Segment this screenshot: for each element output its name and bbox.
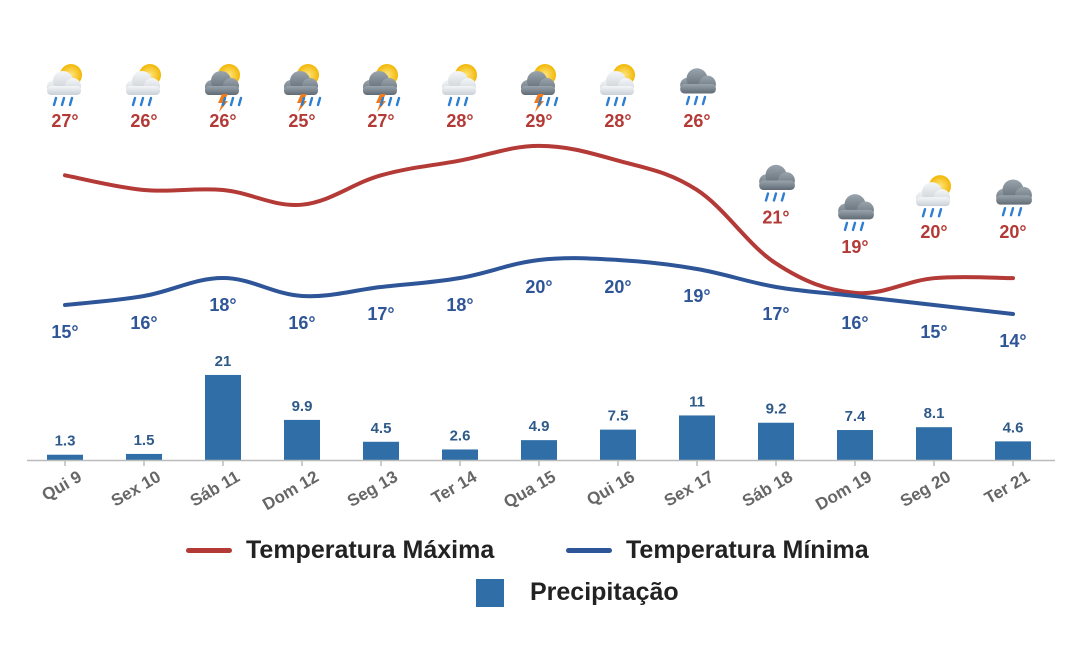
max-temp-label: 19° bbox=[841, 237, 868, 257]
x-tick-label: Sáb 11 bbox=[187, 467, 243, 510]
precipitation-label: 7.4 bbox=[845, 408, 867, 425]
precipitation-bar bbox=[837, 430, 873, 460]
x-tick-label: Seg 20 bbox=[897, 467, 954, 511]
min-temp-label: 16° bbox=[130, 313, 157, 333]
max-temp-label: 28° bbox=[604, 111, 631, 131]
max-temp-label: 29° bbox=[525, 111, 552, 131]
partly-cloudy-rain-icon bbox=[47, 64, 82, 107]
x-tick-label: Qui 16 bbox=[583, 467, 638, 509]
max-temp-label: 27° bbox=[51, 111, 78, 131]
max-temp-label: 28° bbox=[446, 111, 473, 131]
precipitation-bar bbox=[679, 415, 715, 460]
legend-label-min: Temperatura Mínima bbox=[626, 536, 869, 564]
min-temp-label: 20° bbox=[525, 277, 552, 297]
precipitation-bar bbox=[916, 427, 952, 460]
precipitation-bar bbox=[600, 429, 636, 460]
rain-cloud-icon bbox=[680, 68, 716, 106]
partly-cloudy-rain-icon bbox=[442, 64, 477, 107]
min-temp-line bbox=[63, 256, 1015, 316]
max-temp-label: 25° bbox=[288, 111, 315, 131]
legend-item-precip: Precipitação bbox=[476, 578, 679, 607]
precipitation-label: 8.1 bbox=[924, 405, 945, 422]
min-temp-label: 18° bbox=[446, 295, 473, 315]
thunderstorm-icon bbox=[284, 64, 322, 112]
x-tick-label: Ter 14 bbox=[428, 467, 480, 508]
precipitation-bar bbox=[284, 419, 320, 460]
max-temp-line bbox=[63, 143, 1015, 296]
precipitation-label: 4.9 bbox=[529, 418, 550, 435]
precipitation-label: 21 bbox=[215, 353, 232, 370]
x-tick-label: Qua 15 bbox=[500, 467, 559, 512]
min-temp-label: 19° bbox=[683, 286, 710, 306]
partly-cloudy-rain-icon bbox=[126, 64, 161, 107]
x-tick-label: Sex 17 bbox=[661, 467, 717, 510]
x-tick-label: Sáb 18 bbox=[739, 467, 796, 511]
precipitation-bar bbox=[442, 449, 478, 460]
x-tick-label: Dom 12 bbox=[259, 467, 322, 514]
x-tick-label: Ter 21 bbox=[981, 467, 1033, 508]
min-temp-label: 16° bbox=[288, 313, 315, 333]
precipitation-label: 2.6 bbox=[450, 427, 471, 444]
precipitation-bars: 1.3 1.5 21 9.9 4.5 2.6 4.9 7.5 11 9.2 7.4 8.1 4.6 bbox=[47, 353, 1031, 460]
temperature-lines bbox=[63, 143, 1015, 316]
legend-swatch-min bbox=[566, 548, 612, 553]
max-temp-label: 20° bbox=[999, 222, 1026, 242]
max-temp-label: 26° bbox=[683, 111, 710, 131]
precipitation-bar bbox=[758, 422, 794, 460]
partly-cloudy-rain-icon bbox=[600, 64, 635, 107]
legend-item-min: Temperatura Mínima bbox=[566, 536, 869, 565]
precipitation-bar bbox=[363, 441, 399, 460]
precipitation-bar bbox=[47, 454, 83, 460]
max-temp-label: 27° bbox=[367, 111, 394, 131]
min-temp-label: 15° bbox=[920, 322, 947, 342]
legend-swatch-max bbox=[186, 548, 232, 553]
min-temp-label: 17° bbox=[367, 304, 394, 324]
thunderstorm-icon bbox=[205, 64, 243, 112]
precipitation-label: 4.5 bbox=[371, 420, 392, 437]
precipitation-label: 7.5 bbox=[608, 408, 629, 425]
min-temp-label: 16° bbox=[841, 313, 868, 333]
chart-legend: Temperatura Máxima Temperatura Mínima Pr… bbox=[0, 528, 1079, 628]
precipitation-bar bbox=[205, 374, 241, 460]
precipitation-label: 9.9 bbox=[292, 398, 313, 415]
precipitation-bar bbox=[995, 441, 1031, 460]
precipitation-label: 9.2 bbox=[766, 401, 787, 418]
max-temp-label: 26° bbox=[209, 111, 236, 131]
x-tick-label: Seg 13 bbox=[344, 467, 401, 511]
max-temp-label: 21° bbox=[762, 207, 789, 227]
legend-swatch-precip bbox=[476, 578, 504, 607]
min-temp-label: 20° bbox=[604, 277, 631, 297]
x-tick-label: Sex 10 bbox=[108, 467, 164, 510]
rain-cloud-icon bbox=[838, 194, 874, 232]
x-tick-label: Dom 19 bbox=[812, 467, 875, 514]
legend-item-max: Temperatura Máxima bbox=[186, 536, 494, 565]
rain-cloud-icon bbox=[759, 164, 795, 202]
min-temp-label: 17° bbox=[762, 304, 789, 324]
precipitation-bar bbox=[126, 453, 162, 460]
precipitation-label: 1.3 bbox=[55, 433, 76, 450]
precipitation-label: 1.5 bbox=[134, 432, 155, 449]
legend-label-precip: Precipitação bbox=[530, 578, 679, 606]
max-temp-label: 26° bbox=[130, 111, 157, 131]
precipitation-bar bbox=[521, 440, 557, 460]
thunderstorm-icon bbox=[363, 64, 401, 112]
min-temp-label: 18° bbox=[209, 295, 236, 315]
min-temp-label: 15° bbox=[51, 322, 78, 342]
precipitation-label: 11 bbox=[689, 393, 705, 410]
weather-icons bbox=[47, 64, 1032, 232]
max-temp-labels: 27° 26° 26° 25° 27° 28° 29° 28° 26° 21° 19° 20° 20° bbox=[51, 111, 1026, 257]
partly-cloudy-rain-icon bbox=[916, 175, 951, 218]
precipitation-label: 4.6 bbox=[1003, 419, 1024, 436]
thunderstorm-icon bbox=[521, 64, 559, 112]
max-temp-label: 20° bbox=[920, 222, 947, 242]
min-temp-labels: 15° 16° 18° 16° 17° 18° 20° 20° 19° 17° 16° 15° 14° bbox=[51, 277, 1026, 351]
rain-cloud-icon bbox=[996, 179, 1032, 217]
x-axis: Qui 9 Sex 10 Sáb 11 Dom 12 Seg 13 Ter 14 Qua 1… bbox=[27, 459, 1055, 514]
legend-label-max: Temperatura Máxima bbox=[246, 536, 495, 564]
min-temp-label: 14° bbox=[999, 331, 1026, 351]
x-tick-label: Qui 9 bbox=[39, 467, 85, 505]
